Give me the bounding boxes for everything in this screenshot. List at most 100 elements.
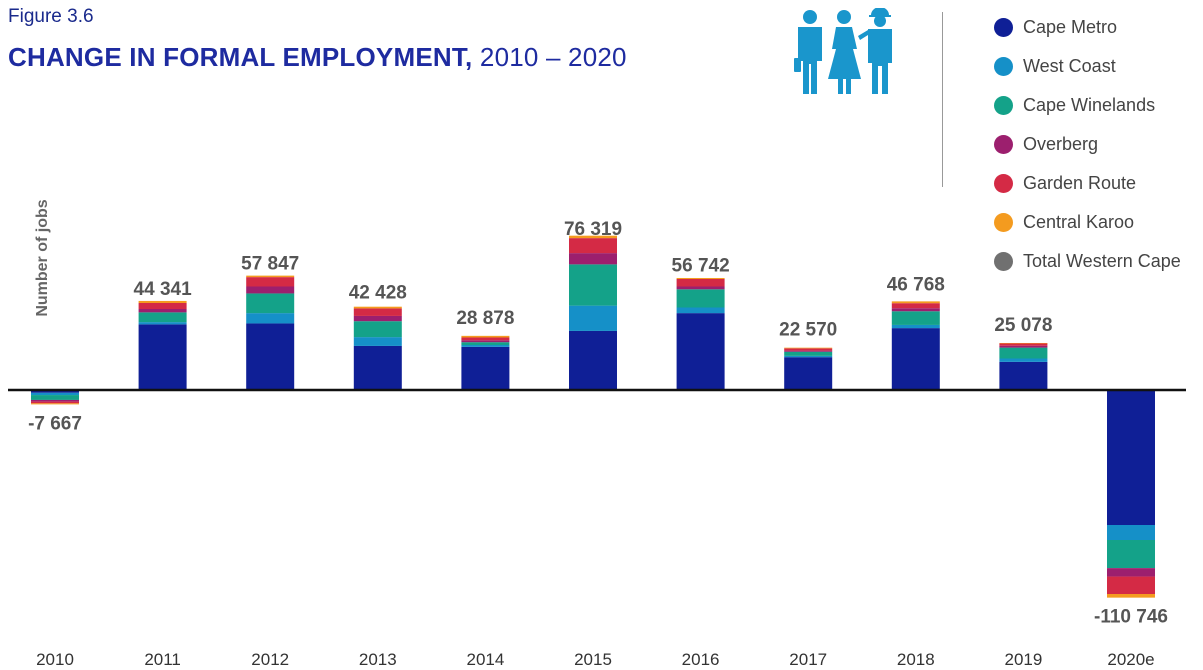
- legend-label: Cape Metro: [1023, 17, 1118, 37]
- x-tick-label-2013: 2013: [359, 650, 397, 669]
- workers-icon: [794, 8, 892, 94]
- legend-swatch: [994, 96, 1013, 115]
- legend-item-west-coast: West Coast: [994, 47, 1181, 86]
- legend-item-garden-route: Garden Route: [994, 164, 1181, 203]
- bar-segment-garden-route-2012: [246, 277, 295, 287]
- legend-label: Garden Route: [1023, 173, 1137, 193]
- bar-segment-cape-metro-2019: [999, 361, 1048, 390]
- bar-segment-central-karoo-2020e: [1107, 594, 1155, 598]
- figure-label: Figure 3.6: [8, 6, 94, 27]
- bar-segment-central-karoo-2012: [246, 275, 295, 278]
- chart-title-bold: CHANGE IN FORMAL EMPLOYMENT,: [8, 42, 473, 72]
- legend-item-cape-metro: Cape Metro: [994, 8, 1181, 47]
- x-tick-label-2010: 2010: [36, 650, 74, 669]
- bar-segment-central-karoo-2013: [353, 306, 402, 309]
- legend-swatch: [994, 174, 1013, 193]
- labels-layer: -7 667 2010 44 341 2011 57 847 2012 42 428 2013…: [28, 219, 1168, 669]
- bar-segment-west-coast-2019: [999, 358, 1048, 362]
- bar-segment-central-karoo-2017: [784, 347, 833, 349]
- legend-label: Total Western Cape: [1023, 251, 1181, 271]
- bar-segment-cape-winelands-2016: [676, 289, 725, 308]
- bar-segment-central-karoo-2019: [999, 342, 1048, 344]
- x-tick-label-2015: 2015: [574, 650, 612, 669]
- bar-segment-cape-winelands-2013: [353, 321, 402, 338]
- total-label-2016: 56 742: [672, 256, 730, 277]
- bar-segment-cape-metro-2020e: [1107, 390, 1155, 525]
- bar-segment-cape-metro-2015: [569, 330, 617, 390]
- x-tick-label-2017: 2017: [789, 650, 827, 669]
- bar-segment-overberg-2014: [461, 340, 510, 343]
- bar-segment-overberg-2017: [784, 350, 833, 352]
- bar-segment-west-coast-2018: [891, 324, 940, 329]
- legend-item-total-western-cape: Total Western Cape: [994, 242, 1181, 281]
- legend-swatch: [994, 135, 1013, 154]
- bar-segment-central-karoo-2015: [569, 235, 617, 239]
- legend-label: West Coast: [1023, 56, 1116, 76]
- bar-segment-cape-metro-2016: [676, 313, 725, 390]
- legend-swatch: [994, 57, 1013, 76]
- bar-segment-west-coast-2015: [569, 305, 617, 331]
- y-axis-label: Number of jobs: [34, 199, 51, 316]
- bar-segment-west-coast-2011: [138, 322, 187, 325]
- bar-segment-cape-winelands-2010: [31, 395, 79, 400]
- legend-label: Cape Winelands: [1023, 95, 1156, 115]
- legend-swatch: [994, 252, 1013, 271]
- total-label-2010: -7 667: [28, 413, 82, 434]
- chart-title: CHANGE IN FORMAL EMPLOYMENT, 2010 – 2020: [8, 42, 627, 73]
- bar-segment-central-karoo-2016: [676, 277, 725, 279]
- bar-segment-garden-route-2019: [999, 343, 1048, 346]
- x-tick-label-2019: 2019: [1004, 650, 1042, 669]
- bar-segment-cape-metro-2018: [891, 328, 940, 390]
- legend-divider: [942, 12, 943, 187]
- bar-segment-west-coast-2012: [246, 313, 295, 324]
- x-tick-label-2014: 2014: [466, 650, 504, 669]
- bar-segment-overberg-2019: [999, 345, 1048, 348]
- legend-item-central-karoo: Central Karoo: [994, 203, 1181, 242]
- bar-segment-central-karoo-2018: [891, 301, 940, 304]
- bar-segment-central-karoo-2011: [138, 300, 187, 303]
- bar-segment-overberg-2016: [676, 286, 725, 290]
- bar-segment-west-coast-2014: [461, 345, 510, 347]
- total-label-2014: 28 878: [456, 308, 514, 329]
- bar-segment-cape-winelands-2018: [891, 311, 940, 325]
- x-tick-label-2012: 2012: [251, 650, 289, 669]
- bar-segment-overberg-2012: [246, 286, 295, 294]
- bar-segment-cape-metro-2012: [246, 323, 295, 390]
- total-label-2015: 76 319: [564, 219, 622, 240]
- bar-segment-garden-route-2010: [31, 401, 79, 404]
- bar-segment-cape-metro-2013: [353, 345, 402, 390]
- bar-segment-garden-route-2018: [891, 303, 940, 309]
- bar-segment-cape-winelands-2019: [999, 347, 1048, 359]
- bar-segment-west-coast-2010: [31, 392, 79, 396]
- bar-segment-west-coast-2016: [676, 307, 725, 314]
- bar-segment-garden-route-2014: [461, 337, 510, 341]
- bar-segment-overberg-2015: [569, 253, 617, 265]
- bar-segment-cape-metro-2010: [31, 390, 79, 393]
- bar-segment-cape-winelands-2017: [784, 351, 833, 356]
- bar-segment-garden-route-2020e: [1107, 576, 1155, 594]
- bar-segment-cape-metro-2017: [784, 357, 833, 390]
- bar-segment-overberg-2018: [891, 308, 940, 312]
- x-tick-label-2011: 2011: [144, 650, 181, 669]
- bar-segment-cape-winelands-2012: [246, 293, 295, 314]
- bar-segment-west-coast-2013: [353, 337, 402, 346]
- legend-swatch: [994, 213, 1013, 232]
- bar-segment-central-karoo-2010: [31, 403, 79, 405]
- legend-item-cape-winelands: Cape Winelands: [994, 86, 1181, 125]
- legend-swatch: [994, 18, 1013, 37]
- legend: Cape Metro West Coast Cape Winelands Ove…: [994, 8, 1181, 281]
- bars-layer: [31, 235, 1155, 598]
- x-tick-label-2018: 2018: [897, 650, 935, 669]
- bar-segment-garden-route-2017: [784, 348, 833, 351]
- total-label-2011: 44 341: [134, 279, 193, 300]
- legend-item-overberg: Overberg: [994, 125, 1181, 164]
- total-label-2012: 57 847: [241, 254, 299, 275]
- bar-segment-cape-winelands-2014: [461, 342, 510, 345]
- bar-segment-overberg-2011: [138, 309, 187, 313]
- bar-segment-cape-winelands-2011: [138, 312, 187, 323]
- chart-title-years: 2010 – 2020: [479, 42, 627, 72]
- bar-segment-overberg-2010: [31, 399, 79, 402]
- total-label-2013: 42 428: [349, 282, 407, 303]
- bar-segment-cape-winelands-2015: [569, 264, 617, 306]
